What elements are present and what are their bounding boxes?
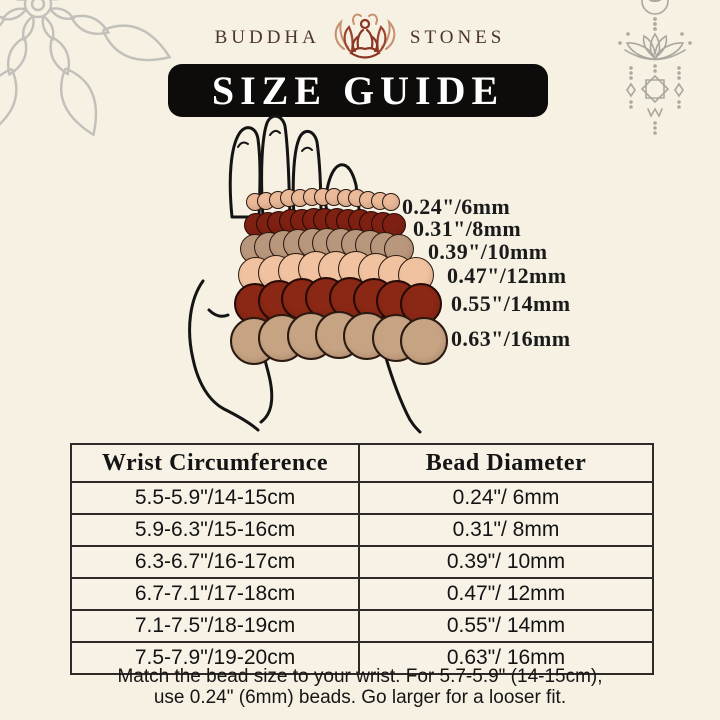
bead xyxy=(382,193,400,211)
bead-size-label: 0.47"/12mm xyxy=(447,263,567,288)
table-cell: 0.24"/ 6mm xyxy=(358,481,654,515)
table-row: 5.5-5.9"/14-15cm 0.24"/ 6mm xyxy=(70,481,654,515)
lotus-meditation-icon xyxy=(334,13,396,59)
bracelet-stack: 0.24"/6mm 0.31"/8mm 0.39"/10mm 0.47"/12mm 0.… xyxy=(230,188,571,365)
bead-size-label: 0.31"/8mm xyxy=(413,216,522,241)
size-table-header-row: Wrist Circumference Bead Diameter xyxy=(70,443,654,483)
table-row: 7.1-7.5"/18-19cm 0.55"/ 14mm xyxy=(70,609,654,643)
table-row: 7.5-7.9"/19-20cm 0.63"/ 16mm xyxy=(70,641,654,675)
bead-size-label: 0.63"/16mm xyxy=(451,326,571,351)
table-cell: 6.7-7.1"/17-18cm xyxy=(70,577,360,611)
table-cell: 0.39"/ 10mm xyxy=(358,545,654,579)
bead-size-label: 0.55"/14mm xyxy=(451,291,571,316)
table-row: 6.7-7.1"/17-18cm 0.47"/ 12mm xyxy=(70,577,654,611)
table-cell: 0.55"/ 14mm xyxy=(358,609,654,643)
bead-size-label: 0.24"/6mm xyxy=(402,194,511,219)
size-guide-banner: SIZE GUIDE xyxy=(168,64,548,117)
size-table: Wrist Circumference Bead Diameter 5.5-5.9… xyxy=(70,443,654,675)
fit-note-line2: use 0.24" (6mm) beads. Go larger for a l… xyxy=(153,687,567,708)
table-row: 5.9-6.3"/15-16cm 0.31"/ 8mm xyxy=(70,513,654,547)
brand-word-right: STONES xyxy=(409,27,506,48)
size-guide-title: SIZE GUIDE xyxy=(211,68,505,113)
table-row: 6.3-6.7"/16-17cm 0.39"/ 10mm xyxy=(70,545,654,579)
table-cell: 5.9-6.3"/15-16cm xyxy=(70,513,360,547)
table-cell: 7.5-7.9"/19-20cm xyxy=(70,641,360,675)
table-cell: 7.1-7.5"/18-19cm xyxy=(70,609,360,643)
fit-note-line1: Match the bead size to your wrist. For 5… xyxy=(117,666,603,687)
table-cell: 6.3-6.7"/16-17cm xyxy=(70,545,360,579)
brand-logo: BUDDHA xyxy=(0,12,720,64)
table-cell: 5.5-5.9"/14-15cm xyxy=(70,481,360,515)
table-cell: 0.63"/ 16mm xyxy=(358,641,654,675)
table-header-cell: Wrist Circumference xyxy=(70,443,360,483)
brand-word-left: BUDDHA xyxy=(214,27,320,48)
table-cell: 0.31"/ 8mm xyxy=(358,513,654,547)
table-cell: 0.47"/ 12mm xyxy=(358,577,654,611)
fit-note: Match the bead size to your wrist. For 5… xyxy=(0,666,720,708)
table-header-cell: Bead Diameter xyxy=(358,443,654,483)
bead-size-label: 0.39"/10mm xyxy=(428,239,548,264)
bead xyxy=(400,317,448,365)
